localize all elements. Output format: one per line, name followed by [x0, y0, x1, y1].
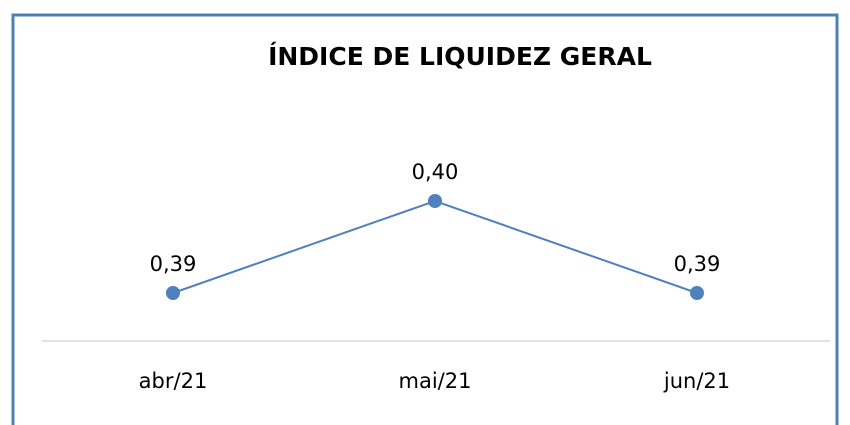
point: [690, 286, 704, 300]
data-label: 0,39: [150, 252, 197, 276]
x-tick-label: mai/21: [399, 369, 472, 393]
x-tick-label: jun/21: [663, 369, 730, 393]
data-label: 0,39: [674, 252, 721, 276]
x-tick-label: abr/21: [139, 369, 208, 393]
chart-title: ÍNDICE DE LIQUIDEZ GERAL: [268, 42, 652, 71]
data-label: 0,40: [412, 160, 459, 184]
point: [428, 194, 442, 208]
chart-frame: [11, 13, 839, 425]
point: [166, 286, 180, 300]
